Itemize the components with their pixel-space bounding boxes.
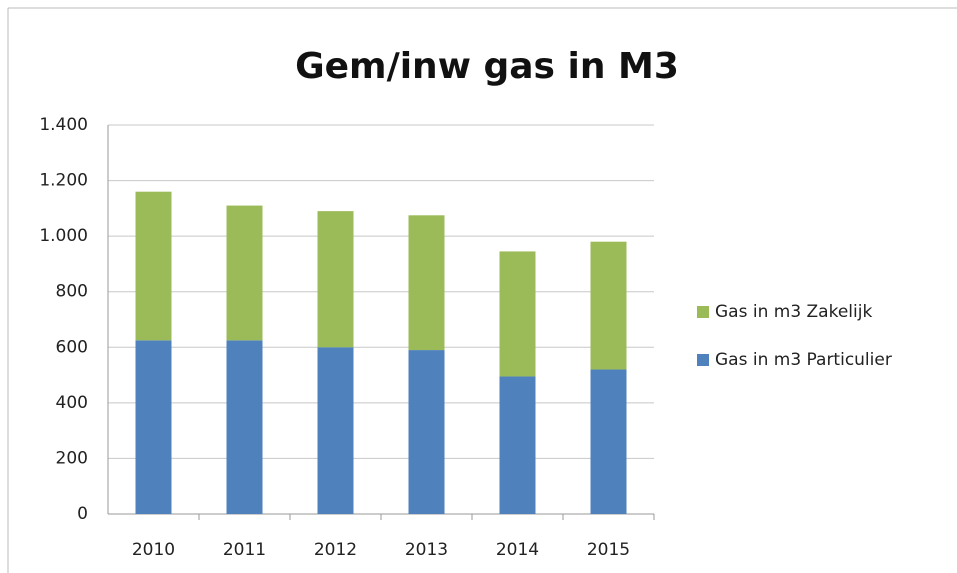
y-tick-label: 0 (77, 504, 88, 524)
bar-segment (499, 376, 536, 514)
legend-swatch (697, 306, 709, 318)
bar-segment (317, 211, 354, 348)
y-tick-label: 200 (56, 448, 88, 468)
y-tick-label: 400 (56, 393, 88, 413)
y-tick-label: 800 (56, 282, 88, 302)
bar-segment (317, 347, 354, 514)
bar-segment (590, 241, 627, 370)
x-tick-label: 2011 (223, 540, 266, 560)
legend-label: Gas in m3 Zakelijk (715, 302, 872, 322)
legend-swatch (697, 354, 709, 366)
bar-segment (135, 191, 172, 341)
bar-segment (590, 369, 627, 514)
y-tick-label: 1.200 (39, 171, 88, 191)
x-tick-label: 2015 (587, 540, 630, 560)
x-tick-label: 2013 (405, 540, 448, 560)
x-tick-label: 2014 (496, 540, 539, 560)
x-tick-label: 2012 (314, 540, 357, 560)
bar-segment (226, 205, 263, 341)
bar-segment (226, 340, 263, 514)
legend-label: Gas in m3 Particulier (715, 350, 892, 370)
x-tick-label: 2010 (132, 540, 175, 560)
chart-title: Gem/inw gas in M3 (295, 46, 679, 87)
y-tick-label: 1.400 (39, 115, 88, 135)
bar-segment (408, 350, 445, 514)
bar-segment (499, 251, 536, 377)
y-tick-label: 1.000 (39, 226, 88, 246)
bar-segment (135, 340, 172, 514)
bar-segment (408, 215, 445, 351)
y-tick-label: 600 (56, 337, 88, 357)
